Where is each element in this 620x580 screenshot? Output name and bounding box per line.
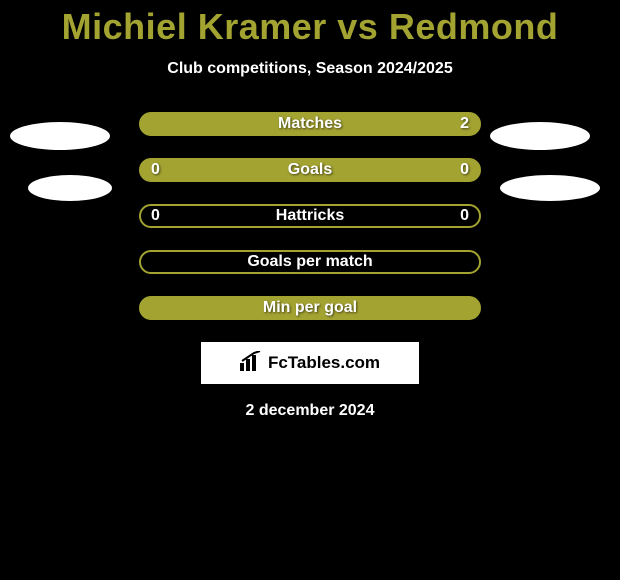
stat-right-value: 2 bbox=[460, 115, 469, 133]
stat-row-matches: Matches 2 bbox=[139, 112, 481, 136]
stat-left-value: 0 bbox=[151, 207, 160, 225]
stat-label: Matches bbox=[278, 115, 342, 133]
page-subtitle: Club competitions, Season 2024/2025 bbox=[0, 60, 620, 78]
decor-ellipse bbox=[490, 122, 590, 150]
page-title: Michiel Kramer vs Redmond bbox=[0, 0, 620, 48]
stat-right-value: 0 bbox=[460, 207, 469, 225]
chart-icon bbox=[240, 351, 262, 376]
decor-ellipse bbox=[28, 175, 112, 201]
stat-label: Hattricks bbox=[276, 207, 344, 225]
stat-row-goals: 0 Goals 0 bbox=[139, 158, 481, 182]
date-text: 2 december 2024 bbox=[0, 402, 620, 420]
stat-row-goals-per-match: Goals per match bbox=[139, 250, 481, 274]
stat-label: Goals bbox=[288, 161, 332, 179]
stat-row-min-per-goal: Min per goal bbox=[139, 296, 481, 320]
stat-label: Min per goal bbox=[263, 299, 357, 317]
stat-row-hattricks: 0 Hattricks 0 bbox=[139, 204, 481, 228]
brand-text: FcTables.com bbox=[268, 353, 380, 373]
stat-right-value: 0 bbox=[460, 161, 469, 179]
decor-ellipse bbox=[500, 175, 600, 201]
brand-badge[interactable]: FcTables.com bbox=[201, 342, 419, 384]
stat-left-value: 0 bbox=[151, 161, 160, 179]
stat-label: Goals per match bbox=[247, 253, 372, 271]
decor-ellipse bbox=[10, 122, 110, 150]
